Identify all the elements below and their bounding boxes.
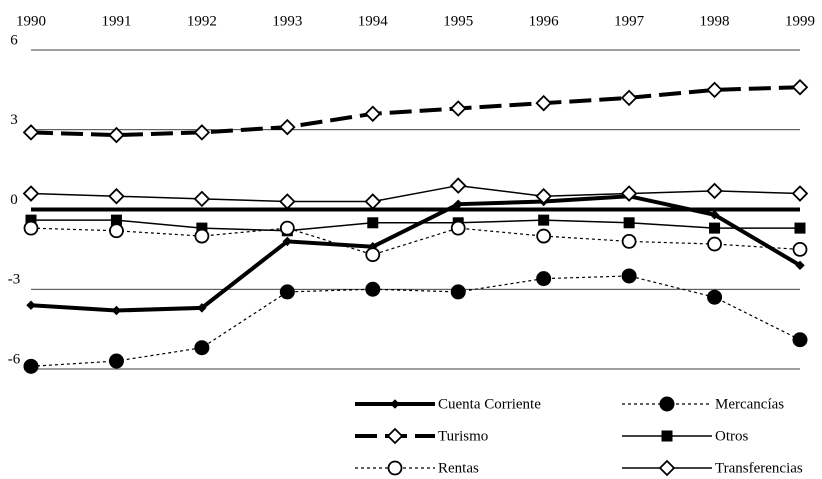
marker xyxy=(109,223,124,239)
series-line xyxy=(30,227,801,256)
marker xyxy=(449,177,467,194)
y-tick-label: -3 xyxy=(8,272,21,288)
marker xyxy=(449,100,467,117)
marker xyxy=(111,305,122,316)
marker xyxy=(791,78,809,96)
x-tick-label: 1996 xyxy=(529,13,560,29)
legend-label: Turismo xyxy=(438,428,488,444)
marker xyxy=(620,89,638,107)
marker xyxy=(791,185,809,202)
marker xyxy=(197,303,207,313)
marker xyxy=(194,228,210,244)
legend-label: Mercancías xyxy=(715,396,784,412)
marker xyxy=(536,228,552,244)
x-tick-label: 1992 xyxy=(187,13,217,29)
marker xyxy=(23,220,39,236)
marker xyxy=(621,268,637,284)
x-tick-label: 1993 xyxy=(272,13,302,29)
y-tick-label: 3 xyxy=(10,112,18,128)
series-line xyxy=(30,85,801,138)
marker xyxy=(108,353,124,369)
legend-item: Rentas xyxy=(355,460,479,476)
marker xyxy=(707,236,722,252)
legend-label: Transferencias xyxy=(715,460,803,476)
x-tick-label: 1997 xyxy=(614,13,645,29)
series-line xyxy=(30,194,802,313)
marker xyxy=(193,124,211,141)
y-tick-label: -6 xyxy=(8,351,21,367)
marker xyxy=(279,284,295,300)
series xyxy=(23,268,808,374)
legend-item: Turismo xyxy=(355,427,488,445)
x-tick-label: 1998 xyxy=(700,13,730,29)
marker xyxy=(282,236,293,247)
marker xyxy=(365,247,381,263)
marker xyxy=(536,271,552,287)
series xyxy=(22,177,809,210)
legend-marker xyxy=(386,427,404,445)
series xyxy=(26,191,805,316)
marker xyxy=(364,105,382,123)
marker xyxy=(795,260,805,271)
marker xyxy=(193,190,211,208)
marker xyxy=(108,126,125,144)
legend-item: Mercancías xyxy=(622,396,784,412)
legend-label: Cuenta Corriente xyxy=(438,396,541,412)
legend-marker xyxy=(658,459,676,477)
legend-label: Rentas xyxy=(438,460,479,476)
marker xyxy=(108,187,125,205)
legend-marker xyxy=(390,399,400,409)
legend-item: Cuenta Corriente xyxy=(355,396,541,412)
marker xyxy=(279,118,296,136)
marker xyxy=(792,241,808,257)
marker xyxy=(706,182,723,200)
marker xyxy=(709,210,720,220)
series-line xyxy=(31,219,800,232)
marker xyxy=(22,124,40,141)
legend-item: Otros xyxy=(622,428,748,444)
marker xyxy=(23,358,39,374)
series xyxy=(23,220,808,263)
legend-marker xyxy=(659,396,675,412)
marker xyxy=(26,300,36,310)
marker xyxy=(707,289,723,305)
marker xyxy=(623,217,635,229)
marker xyxy=(538,214,550,226)
series-line xyxy=(30,275,801,367)
legend-marker xyxy=(661,430,673,442)
marker xyxy=(794,222,806,234)
marker xyxy=(22,185,40,202)
x-tick-label: 1994 xyxy=(358,13,389,29)
marker xyxy=(706,81,723,99)
marker xyxy=(364,193,382,210)
marker xyxy=(365,281,381,297)
marker xyxy=(450,220,466,236)
legend-marker xyxy=(387,460,403,476)
marker xyxy=(279,220,295,236)
x-tick-label: 1999 xyxy=(785,13,815,29)
x-tick-label: 1995 xyxy=(443,13,473,29)
marker xyxy=(279,193,296,210)
marker xyxy=(709,222,721,234)
marker xyxy=(535,94,552,112)
y-tick-label: 6 xyxy=(10,32,18,48)
legend-item: Transferencias xyxy=(622,459,803,477)
x-tick-label: 1991 xyxy=(101,13,131,29)
legend-label: Otros xyxy=(715,428,748,444)
series xyxy=(22,78,809,144)
x-tick-label: 1990 xyxy=(16,13,46,29)
marker xyxy=(453,199,463,209)
marker xyxy=(194,340,210,356)
marker xyxy=(792,332,808,348)
marker xyxy=(367,217,379,229)
y-tick-label: 0 xyxy=(10,192,18,208)
marker xyxy=(450,284,466,300)
marker xyxy=(535,187,552,205)
marker xyxy=(621,233,637,249)
series-line xyxy=(30,184,801,203)
marker xyxy=(620,185,638,202)
